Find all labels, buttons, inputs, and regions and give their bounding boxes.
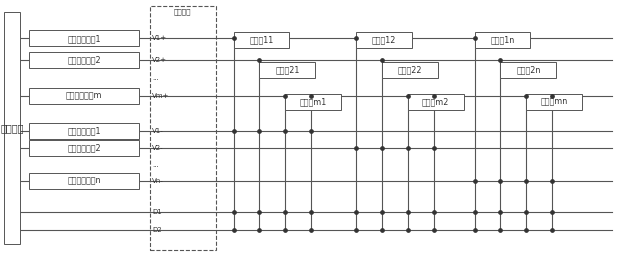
Text: V2-: V2- [152, 145, 164, 151]
Text: D2: D2 [152, 227, 161, 233]
Text: Vn-: Vn- [152, 178, 164, 184]
Bar [527, 94, 582, 110]
Bar [234, 33, 289, 48]
Text: 第一开关电路2: 第一开关电路2 [67, 56, 101, 65]
Text: 传感妒2n: 传感妒2n [516, 66, 541, 75]
Text: ...: ... [152, 75, 159, 81]
Bar [286, 94, 341, 110]
Text: 第二开关电路2: 第二开关电路2 [67, 143, 101, 152]
Text: 第二开关电路n: 第二开关电路n [67, 176, 101, 185]
Bar [30, 123, 139, 139]
Text: V1-: V1- [152, 128, 164, 134]
Text: 传感妒1n: 传感妒1n [490, 36, 515, 45]
Text: 传感妒m2: 传感妒m2 [422, 98, 449, 106]
Text: 传感妒11: 传感妒11 [249, 36, 274, 45]
Text: 第一开关电路1: 第一开关电路1 [67, 34, 101, 43]
Bar [408, 94, 464, 110]
Bar [30, 140, 139, 156]
Text: 传感妒21: 传感妒21 [275, 66, 300, 75]
Bar [30, 52, 139, 68]
Text: 传感妒22: 传感妒22 [397, 66, 422, 75]
Bar [382, 62, 438, 78]
Text: 传感妒mn: 传感妒mn [541, 98, 568, 106]
Text: 传感妒12: 传感妒12 [372, 36, 396, 45]
Bar [30, 30, 139, 46]
Text: 主控单元: 主控单元 [1, 123, 24, 133]
Text: 第一开关电路m: 第一开关电路m [66, 92, 103, 101]
Bar [150, 6, 216, 250]
Text: V2+: V2+ [152, 57, 167, 63]
Text: 接口单元: 接口单元 [174, 8, 192, 15]
Bar [356, 33, 412, 48]
Bar [4, 13, 20, 243]
Text: D1: D1 [152, 209, 162, 215]
Bar [30, 173, 139, 189]
Text: V1+: V1+ [152, 35, 167, 41]
Text: Vm+: Vm+ [152, 93, 169, 99]
Text: ...: ... [152, 162, 159, 168]
Text: 第二开关电路1: 第二开关电路1 [67, 126, 101, 135]
Text: 传感妒m1: 传感妒m1 [300, 98, 327, 106]
Bar [260, 62, 315, 78]
Bar [30, 88, 139, 104]
Bar [475, 33, 530, 48]
Bar [501, 62, 556, 78]
